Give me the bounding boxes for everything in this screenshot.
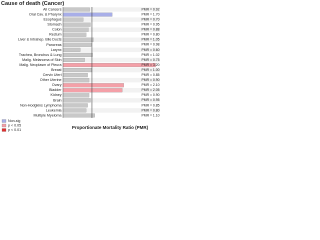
- category-label: Rectum: [49, 33, 61, 37]
- chart: Cause of death (Cancer) Proportionate Mo…: [1, 1, 160, 132]
- category-label: Pancreas: [46, 43, 61, 47]
- bar: [62, 103, 88, 108]
- category-label: Bladder: [49, 88, 62, 92]
- bar: [62, 7, 90, 12]
- value-label: PMR = 1.00: [142, 68, 160, 72]
- value-label: PMR = 0.80: [142, 108, 160, 112]
- value-label: PMR = 1.70: [142, 12, 160, 16]
- bar-background: [63, 72, 160, 78]
- category-label: All Cancers: [43, 7, 62, 11]
- category-label: Malig. Neoplasm of Pleura: [19, 63, 61, 67]
- value-label: PMR = 1.10: [142, 113, 160, 117]
- bar: [62, 68, 93, 73]
- bar-background: [63, 42, 160, 48]
- bar-background: [63, 27, 160, 32]
- category-label: Cervix Uteri: [43, 73, 62, 77]
- value-label: PMR = 0.98: [142, 43, 160, 47]
- category-label: Liver & Intrahep. Bile Ducts: [18, 38, 62, 42]
- value-label: PMR = 0.80: [142, 33, 160, 37]
- value-label: PMR = 0.95: [142, 98, 160, 102]
- value-label: PMR = 0.90: [142, 93, 160, 97]
- category-label: Larynx: [51, 48, 62, 52]
- value-label: PMR = 1.02: [142, 53, 160, 57]
- legend-swatch: [1, 119, 7, 123]
- category-label: Kidney: [51, 93, 62, 97]
- category-label: Oral Cav. & Pharynx: [29, 13, 62, 17]
- bar: [62, 108, 87, 113]
- bar-background: [63, 67, 160, 73]
- bar-background: [63, 52, 160, 58]
- value-label: PMR = 2.10: [142, 83, 160, 87]
- value-label: PMR = 0.95: [142, 23, 160, 27]
- category-label: Leukemia: [46, 108, 62, 112]
- category-label: Ovary: [52, 83, 62, 87]
- legend-label: p < 0.01: [8, 128, 21, 132]
- bar: [62, 88, 123, 93]
- bar-background: [63, 7, 160, 12]
- category-label: Brain: [53, 98, 61, 102]
- bar-background: [63, 103, 160, 108]
- category-label: Non-Hodgkins Lymphoma: [20, 103, 61, 107]
- bar: [62, 27, 89, 32]
- value-label: PMR = 0.90: [142, 78, 160, 82]
- x-axis-label: Proportionate Mortality Ratio (PMR): [72, 125, 149, 130]
- bar: [62, 98, 91, 103]
- category-label: Multiple Myeloma: [34, 113, 62, 117]
- value-label: PMR = 0.92: [142, 7, 160, 11]
- bar-background: [63, 93, 160, 98]
- bar: [62, 52, 93, 57]
- legend-swatch: [1, 128, 7, 132]
- value-label: PMR = 0.88: [142, 28, 160, 32]
- bar: [62, 17, 84, 22]
- legend-swatch: [1, 123, 7, 128]
- value-label: PMR = 1.05: [142, 38, 160, 42]
- category-label: Breast: [51, 68, 61, 72]
- bar: [62, 113, 95, 118]
- bar: [62, 37, 94, 42]
- category-label: Other Uterine: [40, 78, 62, 82]
- bar-background: [63, 22, 160, 27]
- value-label: PMR = 0.60: [142, 48, 160, 52]
- bar: [62, 32, 87, 37]
- bar: [62, 12, 113, 17]
- chart-title: Cause of death (Cancer): [1, 1, 64, 7]
- value-label: PMR = 0.85: [142, 73, 160, 77]
- bar-background: [63, 17, 160, 22]
- bar: [62, 93, 90, 98]
- legend-label: p < 0.05: [8, 123, 21, 127]
- value-label: PMR = 2.05: [142, 88, 160, 92]
- bar: [62, 42, 92, 47]
- category-label: Colon: [52, 28, 61, 32]
- value-label: PMR = 0.85: [142, 103, 160, 107]
- bar: [62, 78, 90, 83]
- category-label: Trachea, Bronchus & Lung: [19, 53, 62, 57]
- legend-label: Non-sig: [8, 119, 20, 123]
- bar-background: [63, 98, 160, 103]
- bar-background: [63, 57, 160, 63]
- bar-background: [63, 113, 160, 118]
- bar: [62, 22, 91, 27]
- bar: [62, 73, 88, 78]
- bar-background: [63, 77, 160, 83]
- category-label: Esophagus: [44, 18, 62, 22]
- category-label: Stomach: [47, 23, 61, 27]
- bar-background: [63, 47, 160, 53]
- value-label: PMR = 0.75: [142, 58, 160, 62]
- bar-background: [63, 32, 160, 37]
- bar: [62, 47, 81, 52]
- value-label: PMR = 0.70: [142, 18, 160, 22]
- bar: [62, 57, 85, 62]
- category-label: Malig. Melanoma of Skin: [22, 58, 61, 62]
- bar-background: [63, 108, 160, 113]
- value-label: PMR = 3.20: [142, 63, 160, 67]
- bar-background: [63, 37, 160, 43]
- bar: [62, 83, 124, 88]
